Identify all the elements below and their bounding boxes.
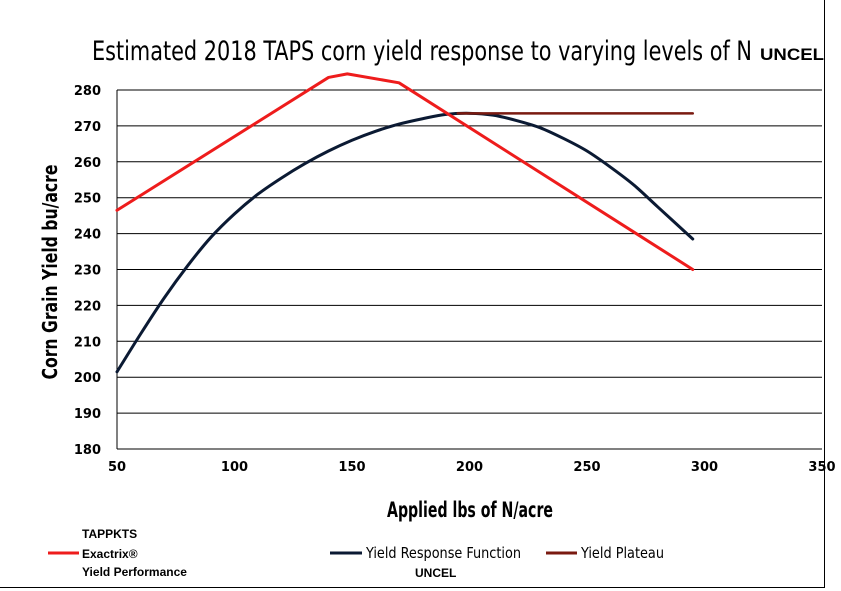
y-tick-label-220: 220 [74, 299, 101, 314]
x-tick-label-150: 150 [338, 460, 365, 475]
x-tick-label-200: 200 [456, 460, 483, 475]
y-tick-label-280: 280 [74, 84, 101, 99]
y-tick-label-270: 270 [74, 120, 101, 135]
y-tick-label-250: 250 [74, 192, 101, 207]
y-tick-label-190: 190 [74, 407, 101, 422]
series-lines [115, 72, 695, 374]
x-tick-label-100: 100 [221, 460, 248, 475]
y-tick-label-230: 230 [74, 264, 101, 279]
legend-item-yield-response: Yield Response Function UNCEL [330, 544, 521, 580]
chart-title: Estimated 2018 TAPS corn yield response … [92, 36, 752, 67]
x-axis-label: Applied lbs of N/acre [387, 498, 553, 522]
y-tick-label-260: 260 [74, 156, 101, 171]
x-tick-label-350: 350 [808, 460, 835, 475]
y-tick-label-240: 240 [74, 228, 101, 243]
legend-label-exactrix-line2: Exactrix® [82, 547, 138, 561]
legend-label-yield-response: Yield Response Function [365, 544, 521, 562]
y-tick-label-210: 210 [74, 335, 101, 350]
y-tick-labels: 180 190 200 210 220 230 240 250 260 270 280 [74, 84, 101, 458]
x-tick-label-50: 50 [108, 460, 126, 475]
legend-subtitle-uncel: UNCEL [415, 566, 456, 580]
y-tick-label-180: 180 [74, 443, 101, 458]
series-exactrix-yield-performance [115, 72, 695, 271]
chart-title-suffix: UNCEL [760, 45, 824, 64]
legend-label-yield-plateau: Yield Plateau [580, 544, 664, 562]
legend-label-exactrix-line1: TAPPKTS [82, 527, 137, 541]
x-tick-label-250: 250 [573, 460, 600, 475]
series-yield-response-function [115, 111, 695, 374]
y-tick-label-200: 200 [74, 371, 101, 386]
x-tick-labels: 50 100 150 200 250 300 350 [108, 460, 836, 475]
x-tick-label-300: 300 [691, 460, 718, 475]
legend: TAPPKTS Exactrix® Yield Performance Yiel… [48, 527, 664, 580]
y-axis-label: Corn Grain Yield bu/acre [38, 165, 62, 380]
chart-frame [0, 0, 825, 588]
legend-label-exactrix-line3: Yield Performance [82, 565, 187, 579]
legend-item-yield-plateau: Yield Plateau [546, 544, 664, 562]
legend-item-exactrix: TAPPKTS Exactrix® Yield Performance [48, 527, 187, 579]
